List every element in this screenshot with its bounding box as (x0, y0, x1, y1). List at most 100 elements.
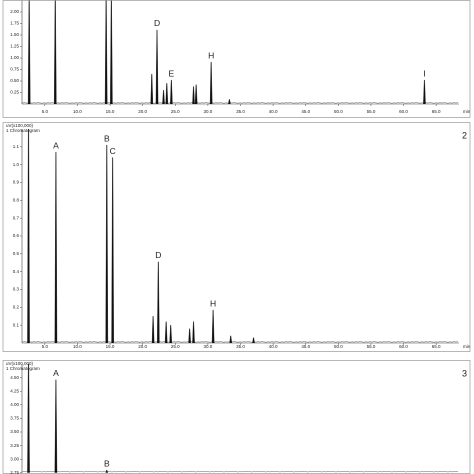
peak (151, 316, 155, 343)
peak (27, 0, 31, 104)
peak (54, 152, 58, 343)
x-tick-label: 35.0 (236, 344, 245, 349)
y-tick-label: 1.1 (13, 144, 20, 149)
peak (165, 83, 169, 104)
y-tick-label: 0.5 (13, 251, 20, 256)
y-tick-label: 1.0 (13, 162, 20, 167)
peak-label: I (423, 68, 425, 78)
panel-label: 2 (462, 130, 467, 140)
y-tick-label: 3.25 (10, 443, 19, 448)
baseline (22, 341, 459, 343)
peak-label: E (169, 68, 175, 78)
x-tick-label: 15.0 (106, 344, 115, 349)
y-tick-label: 0.75 (10, 67, 19, 72)
y-unit: uV(x100,000) (6, 361, 34, 366)
y-tick-label: 0.4 (13, 269, 20, 274)
y-tick-label: 0.1 (13, 322, 20, 327)
chromatogram-header: 1 Chromatogram (6, 366, 40, 371)
peak (170, 79, 173, 104)
y-tick-label: 4.00 (10, 402, 19, 407)
chromatogram-header: 1 Chromatogram (6, 128, 40, 133)
peak-label: D (155, 250, 161, 260)
x-axis-label: min (463, 109, 471, 114)
x-tick-label: 45.0 (301, 344, 310, 349)
y-tick-label: 0.6 (13, 233, 20, 238)
peak-label: A (53, 140, 59, 150)
peak (105, 144, 109, 343)
y-tick-label: 1.75 (10, 21, 19, 26)
peak-label: H (208, 50, 214, 60)
peak (150, 73, 154, 104)
x-tick-label: 10.0 (73, 109, 82, 114)
peak-label: B (104, 458, 110, 468)
y-tick-label: 0.9 (13, 180, 20, 185)
x-tick-label: 30.0 (204, 109, 213, 114)
x-tick-label: 55.0 (367, 344, 376, 349)
y-tick-label: 1.00 (10, 55, 19, 60)
y-tick-label: 3.75 (10, 416, 19, 421)
y-tick-label: 0.3 (13, 287, 20, 292)
y-tick-label: 0.7 (13, 215, 20, 220)
y-unit: uV(x100,000) (6, 123, 34, 128)
peak (209, 61, 213, 104)
peak (27, 364, 30, 473)
peaks (27, 364, 109, 473)
peak (54, 379, 58, 473)
y-tick-label: 1.25 (10, 44, 19, 49)
peak (188, 328, 191, 343)
y-tick-label: 3.00 (10, 456, 19, 461)
peaks (27, 129, 255, 343)
x-tick-label: 50.0 (334, 344, 343, 349)
x-tick-label: 30.0 (204, 344, 213, 349)
peak-label: D (154, 18, 160, 28)
peak (157, 261, 160, 343)
panel-label: 3 (462, 368, 467, 378)
peak (110, 0, 113, 104)
y-tick-label: 1.50 (10, 32, 19, 37)
peak-label: A (53, 368, 59, 378)
peak (155, 29, 159, 104)
y-tick-label: 2.75 (10, 470, 19, 474)
y-tick-label: 2.00 (10, 9, 19, 14)
panel: 0.25 0.50 0.75 1.00 1.25 1.50 1.75 2.00 5.0 10.0 1… (2, 0, 471, 118)
x-tick-label: 5.0 (42, 344, 49, 349)
baseline (22, 102, 459, 104)
y-tick-label: 4.50 (10, 375, 19, 380)
x-tick-label: 15.0 (106, 109, 115, 114)
panel-frame (2, 0, 471, 118)
peak (169, 325, 172, 343)
x-tick-label: 25.0 (171, 344, 180, 349)
y-tick-label: 0.2 (13, 305, 20, 310)
x-tick-label: 65.0 (432, 344, 441, 349)
x-tick-label: 45.0 (301, 109, 310, 114)
x-tick-label: 20.0 (138, 344, 147, 349)
panel: 2.75 3.00 3.25 3.50 3.75 4.00 4.25 4.50 uV(x100,… (2, 360, 471, 474)
x-tick-label: 25.0 (171, 109, 180, 114)
peaks (27, 0, 426, 104)
peak (54, 0, 57, 104)
x-tick-label: 35.0 (236, 109, 245, 114)
x-tick-label: 20.0 (138, 109, 147, 114)
peak (164, 321, 168, 343)
y-tick-label: 3.50 (10, 429, 19, 434)
peak-label: C (110, 146, 116, 156)
peak-label: H (210, 298, 216, 308)
peak (111, 157, 114, 343)
peak (194, 84, 198, 104)
x-tick-label: 5.0 (42, 109, 49, 114)
peak (162, 90, 165, 104)
panel: 0.1 0.2 0.3 0.4 0.5 0.6 0.7 0.8 0.9 1.0 1.1 5.0 10.0… (2, 122, 471, 352)
x-tick-label: 55.0 (367, 109, 376, 114)
peak (105, 469, 109, 473)
x-tick-label: 60.0 (399, 344, 408, 349)
peak (192, 86, 195, 104)
x-tick-label: 65.0 (432, 109, 441, 114)
peak (211, 309, 215, 343)
peak (192, 321, 195, 343)
panel-frame (2, 360, 471, 474)
peak-label: B (104, 133, 110, 143)
peak (27, 129, 30, 343)
peak (228, 99, 231, 104)
panel-frame (2, 122, 471, 352)
